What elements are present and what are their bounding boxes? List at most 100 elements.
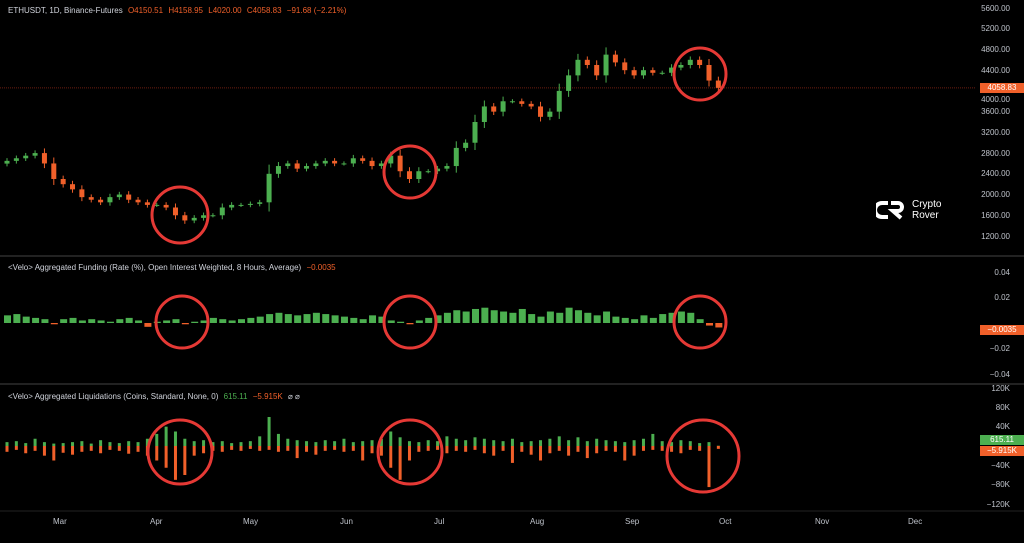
candle [98, 199, 104, 203]
liq-short-bar [295, 440, 299, 446]
liq-long-bar [529, 446, 533, 455]
candle [556, 90, 562, 112]
funding-bar [228, 320, 236, 323]
liq-short-bar [576, 437, 580, 446]
funding-value-tag: −0.0035 [980, 325, 1024, 336]
liq-long-bar [632, 446, 636, 456]
liq-long-bar [342, 446, 346, 452]
funding-bar [200, 320, 208, 323]
funding-bar [125, 317, 133, 323]
funding-tick: 0.02 [994, 293, 1010, 302]
liq-short-bar [501, 441, 505, 446]
liq-long-bar [445, 446, 449, 454]
liq-short-bar [202, 440, 206, 446]
funding-bar [41, 319, 49, 323]
liq-long-bar [239, 446, 243, 451]
last-price-tag: 4058.83 [980, 82, 1024, 93]
liq-long-bar [276, 446, 280, 452]
candle [135, 199, 141, 203]
liq-short-bar [398, 437, 402, 446]
liq-long-bar [501, 446, 505, 451]
liq-short-bar [89, 443, 93, 446]
liq-short-bar [145, 438, 149, 446]
liq-long-bar [698, 446, 702, 451]
candle [453, 147, 459, 167]
liq-long-bar [679, 446, 683, 454]
logo-line1: Crypto [912, 199, 942, 210]
liq-long-bar [492, 446, 496, 456]
liq-tick: −80K [991, 480, 1010, 490]
funding-bar [481, 307, 489, 323]
symbol-label: ETHUSDT, 1D, Binance-Futures [8, 6, 123, 15]
funding-bar [509, 312, 517, 323]
liq-long-bar [510, 446, 514, 463]
liq-long-bar [305, 446, 309, 452]
funding-bar [453, 310, 461, 323]
candle [594, 65, 600, 76]
x-tick: Oct [719, 517, 732, 526]
liq-short-bar [613, 441, 617, 446]
funding-tick: 0.04 [994, 267, 1010, 277]
funding-bar [116, 319, 124, 323]
price-tick: 3600.00 [981, 107, 1010, 117]
funding-bar [584, 312, 592, 323]
candle [631, 70, 637, 76]
candle [41, 153, 47, 164]
candle [650, 70, 656, 73]
funding-bar [350, 317, 358, 323]
funding-bar [425, 317, 433, 323]
liq-short-bar [127, 441, 131, 446]
liquidations-legend: <Velo> Aggregated Liquidations (Coins, S… [8, 392, 300, 401]
funding-bar [359, 319, 367, 323]
liq-short-bar [707, 442, 711, 446]
funding-bar [284, 314, 292, 323]
liq-tick: 120K [991, 383, 1010, 393]
liq-long-bar [202, 446, 206, 454]
liq-long-bar [117, 446, 121, 451]
funding-bar [312, 312, 320, 323]
liq-long-bar [670, 446, 674, 452]
liq-long-bar [295, 446, 299, 459]
liq-long-bar [576, 446, 580, 452]
crypto-rover-logo: Crypto Rover [876, 199, 941, 221]
x-tick: Dec [908, 517, 923, 526]
highlight-circle [154, 294, 210, 350]
price-tick: 5200.00 [981, 24, 1010, 34]
liq-short-bar [80, 441, 84, 446]
liq-short-bar [623, 442, 627, 446]
funding-bar [378, 316, 386, 323]
highlight-circle [382, 294, 438, 350]
liq-short-bar [679, 440, 683, 446]
funding-bar [462, 311, 470, 323]
funding-bar [256, 316, 264, 323]
liq-short-bar [641, 438, 645, 446]
liq-long-bar [613, 446, 617, 452]
funding-bar [640, 315, 648, 323]
price-tick: 1600.00 [981, 210, 1010, 220]
candle [547, 111, 553, 117]
highlight-circle [146, 418, 214, 486]
funding-bar [247, 317, 255, 323]
liq-short-bar [323, 440, 327, 446]
liq-long-bar [323, 446, 327, 451]
candle [60, 179, 66, 185]
liq-short-bar [557, 436, 561, 446]
liq-short-bar [276, 433, 280, 446]
liq-long-bar [5, 446, 9, 452]
candle [313, 163, 319, 167]
price-tick: 4400.00 [981, 65, 1010, 75]
visibility-icon[interactable]: ⌀ ⌀ [287, 392, 300, 401]
funding-tick: −0.04 [989, 369, 1010, 379]
funding-bar [472, 308, 479, 323]
liq-short-bar [248, 441, 252, 446]
funding-value: −0.0035 [306, 263, 336, 272]
candle [126, 194, 132, 200]
candle [275, 166, 281, 174]
liq-short-bar [370, 440, 374, 446]
x-tick: Nov [815, 517, 830, 526]
liq-long-bar [333, 446, 337, 450]
liq-short-tag: 615.11 [980, 435, 1024, 445]
liq-long-bar [108, 446, 112, 450]
change-value: −91.68 (−2.21%) [286, 6, 347, 15]
